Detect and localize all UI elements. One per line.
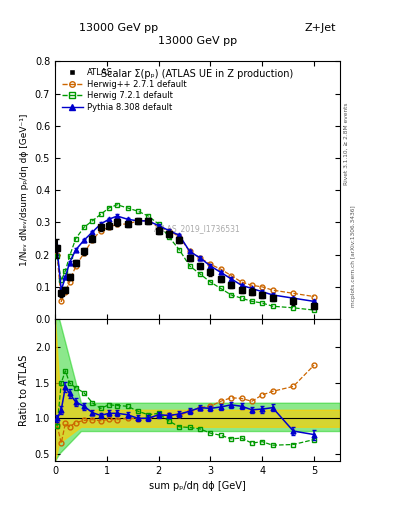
Y-axis label: 1/Nₑᵥ dNₑᵥ/dsum pₚ/dη dϕ [GeV⁻¹]: 1/Nₑᵥ dNₑᵥ/dsum pₚ/dη dϕ [GeV⁻¹] [20,114,29,266]
Text: 13000 GeV pp: 13000 GeV pp [158,36,237,46]
Text: ATLAS_2019_I1736531: ATLAS_2019_I1736531 [154,224,241,233]
Legend: ATLAS, Herwig++ 2.7.1 default, Herwig 7.2.1 default, Pythia 8.308 default: ATLAS, Herwig++ 2.7.1 default, Herwig 7.… [59,66,189,114]
Text: mcplots.cern.ch [arXiv:1306.3436]: mcplots.cern.ch [arXiv:1306.3436] [351,205,356,307]
Text: Z+Jet: Z+Jet [305,23,336,33]
Text: Rivet 3.1.10, ≥ 2.8M events: Rivet 3.1.10, ≥ 2.8M events [344,102,349,185]
Y-axis label: Ratio to ATLAS: Ratio to ATLAS [19,354,29,425]
X-axis label: sum pₚ/dη dϕ [GeV]: sum pₚ/dη dϕ [GeV] [149,481,246,491]
Text: Scalar Σ(pₚ) (ATLAS UE in Z production): Scalar Σ(pₚ) (ATLAS UE in Z production) [101,69,294,79]
Text: 13000 GeV pp: 13000 GeV pp [79,23,158,33]
